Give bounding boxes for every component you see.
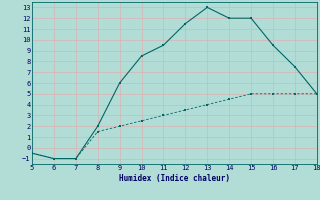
X-axis label: Humidex (Indice chaleur): Humidex (Indice chaleur) (119, 174, 230, 183)
